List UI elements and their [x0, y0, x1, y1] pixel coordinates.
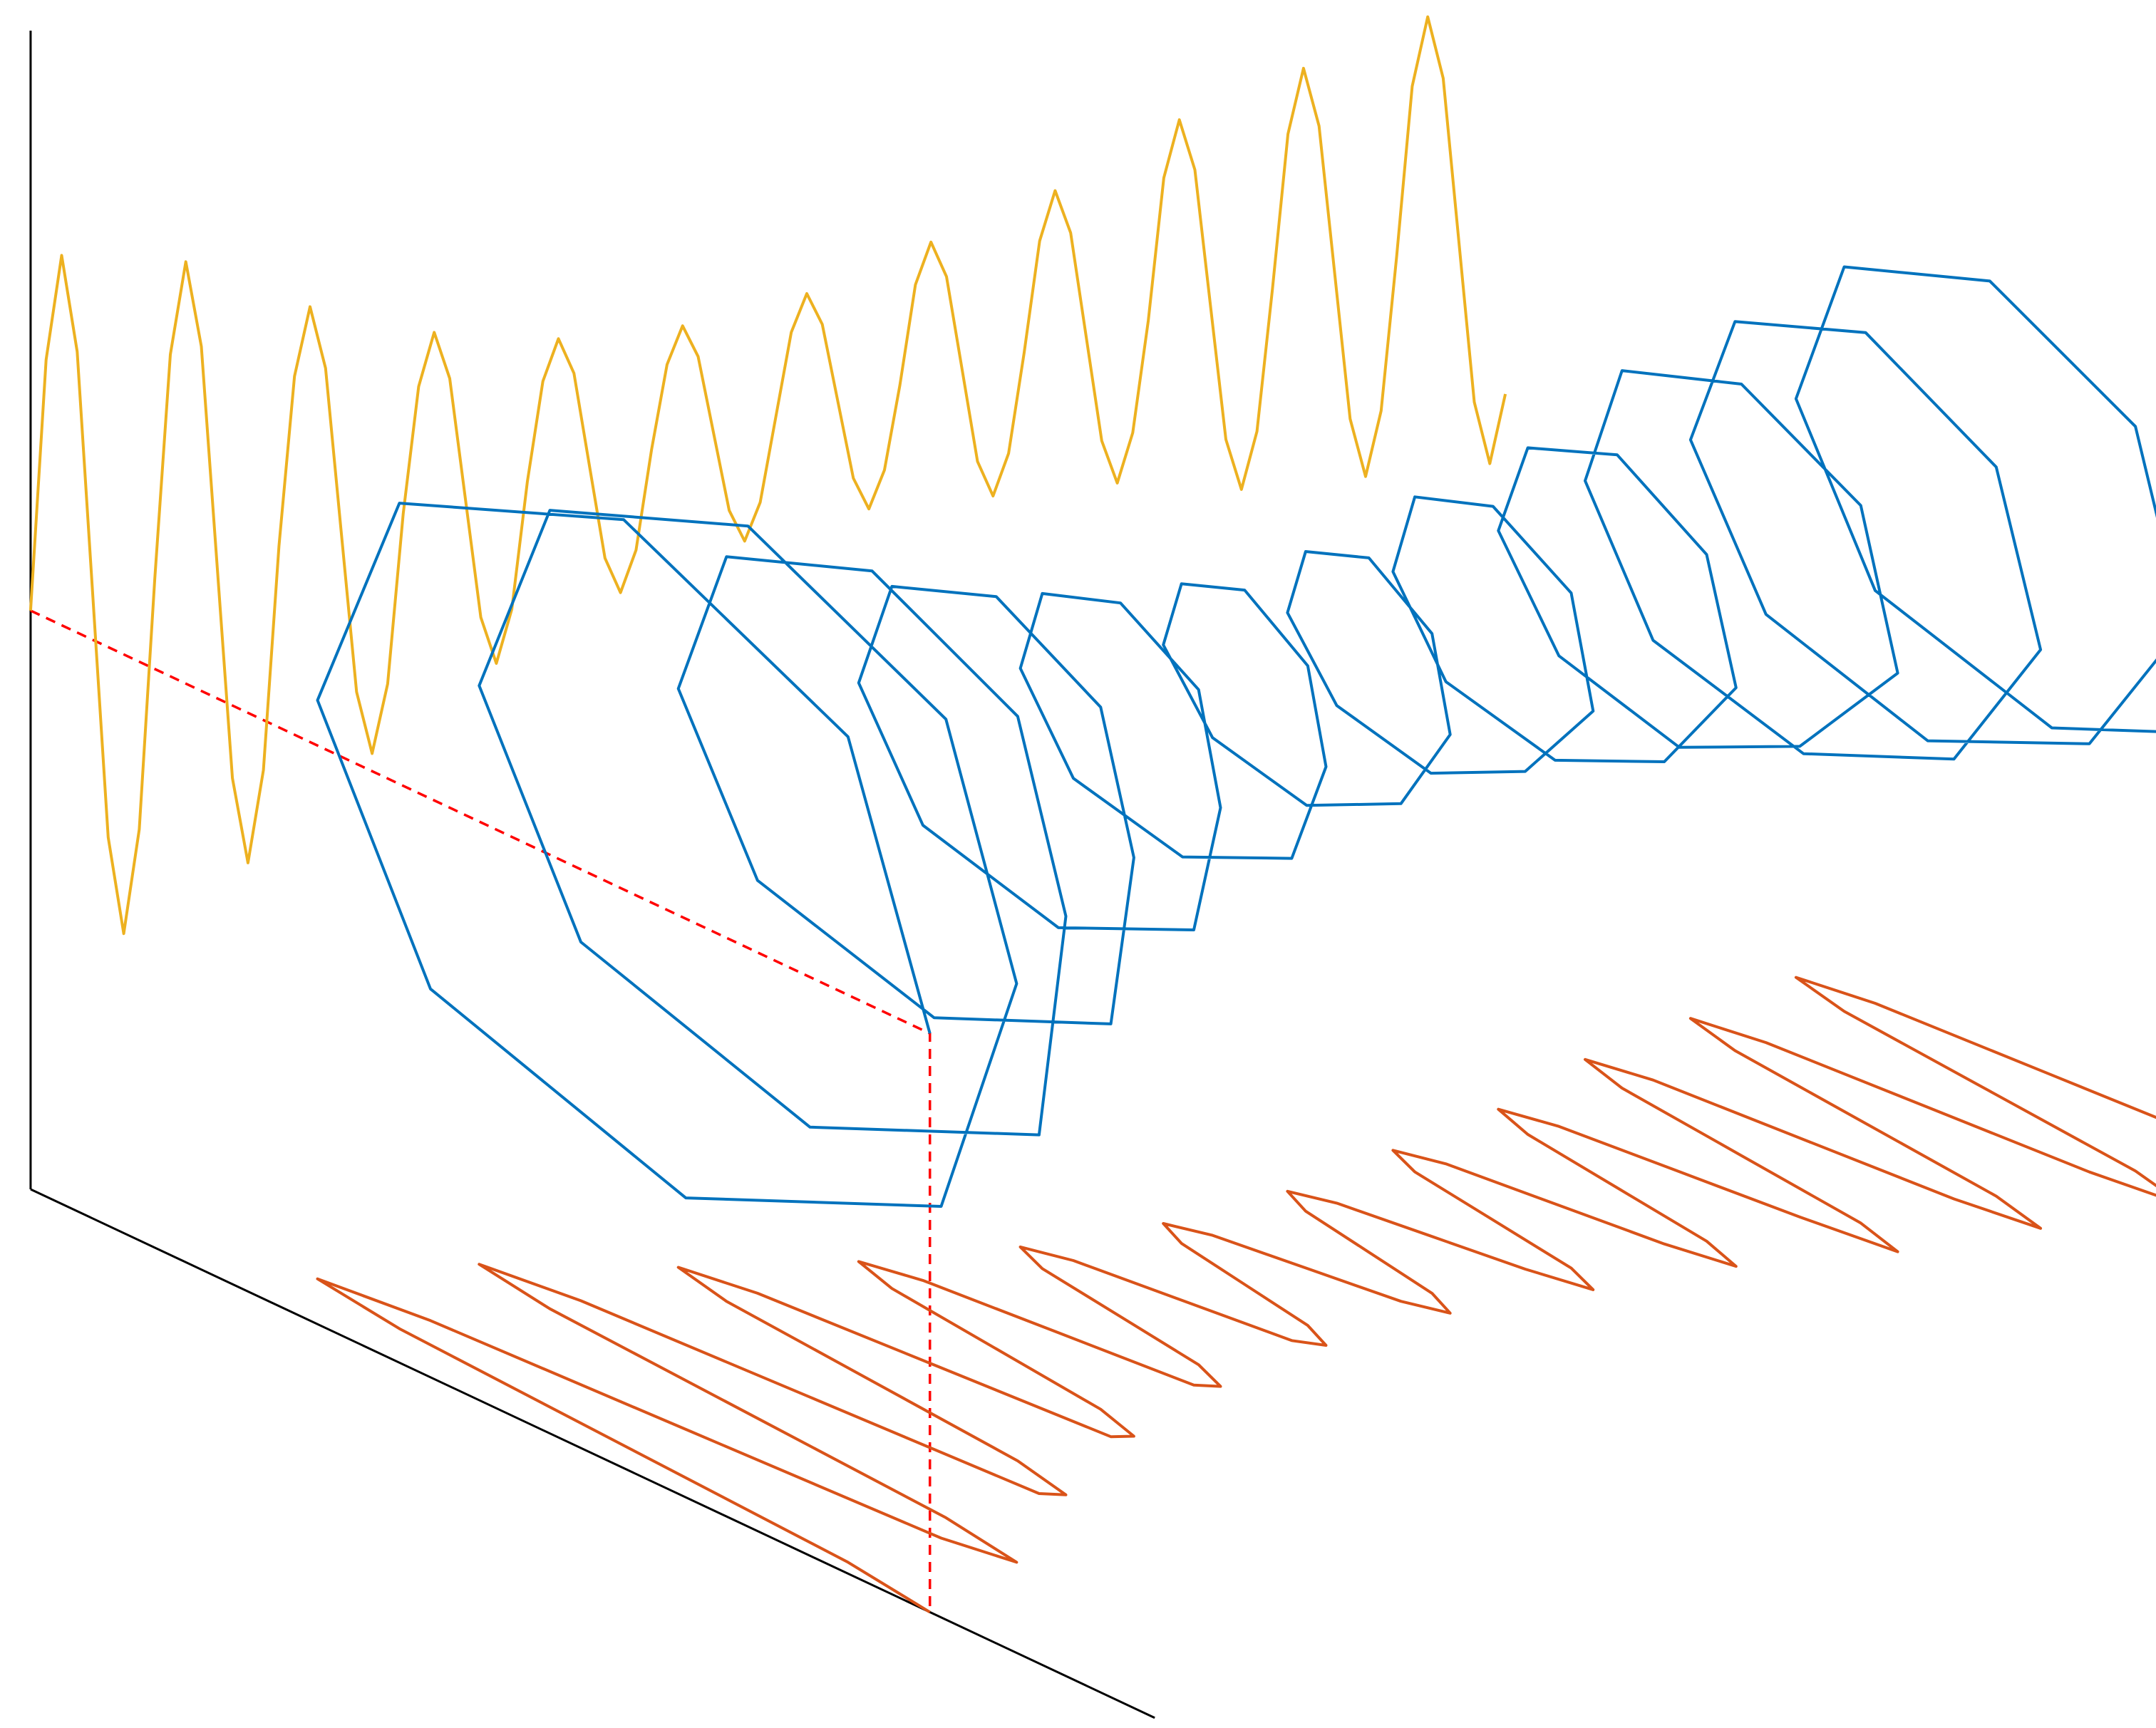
curve-line [316, 265, 2156, 1208]
start-marker [30, 609, 932, 1613]
floor-line [316, 976, 2156, 1614]
depth-axis [30, 1188, 1155, 1719]
wall-line [29, 15, 1507, 936]
